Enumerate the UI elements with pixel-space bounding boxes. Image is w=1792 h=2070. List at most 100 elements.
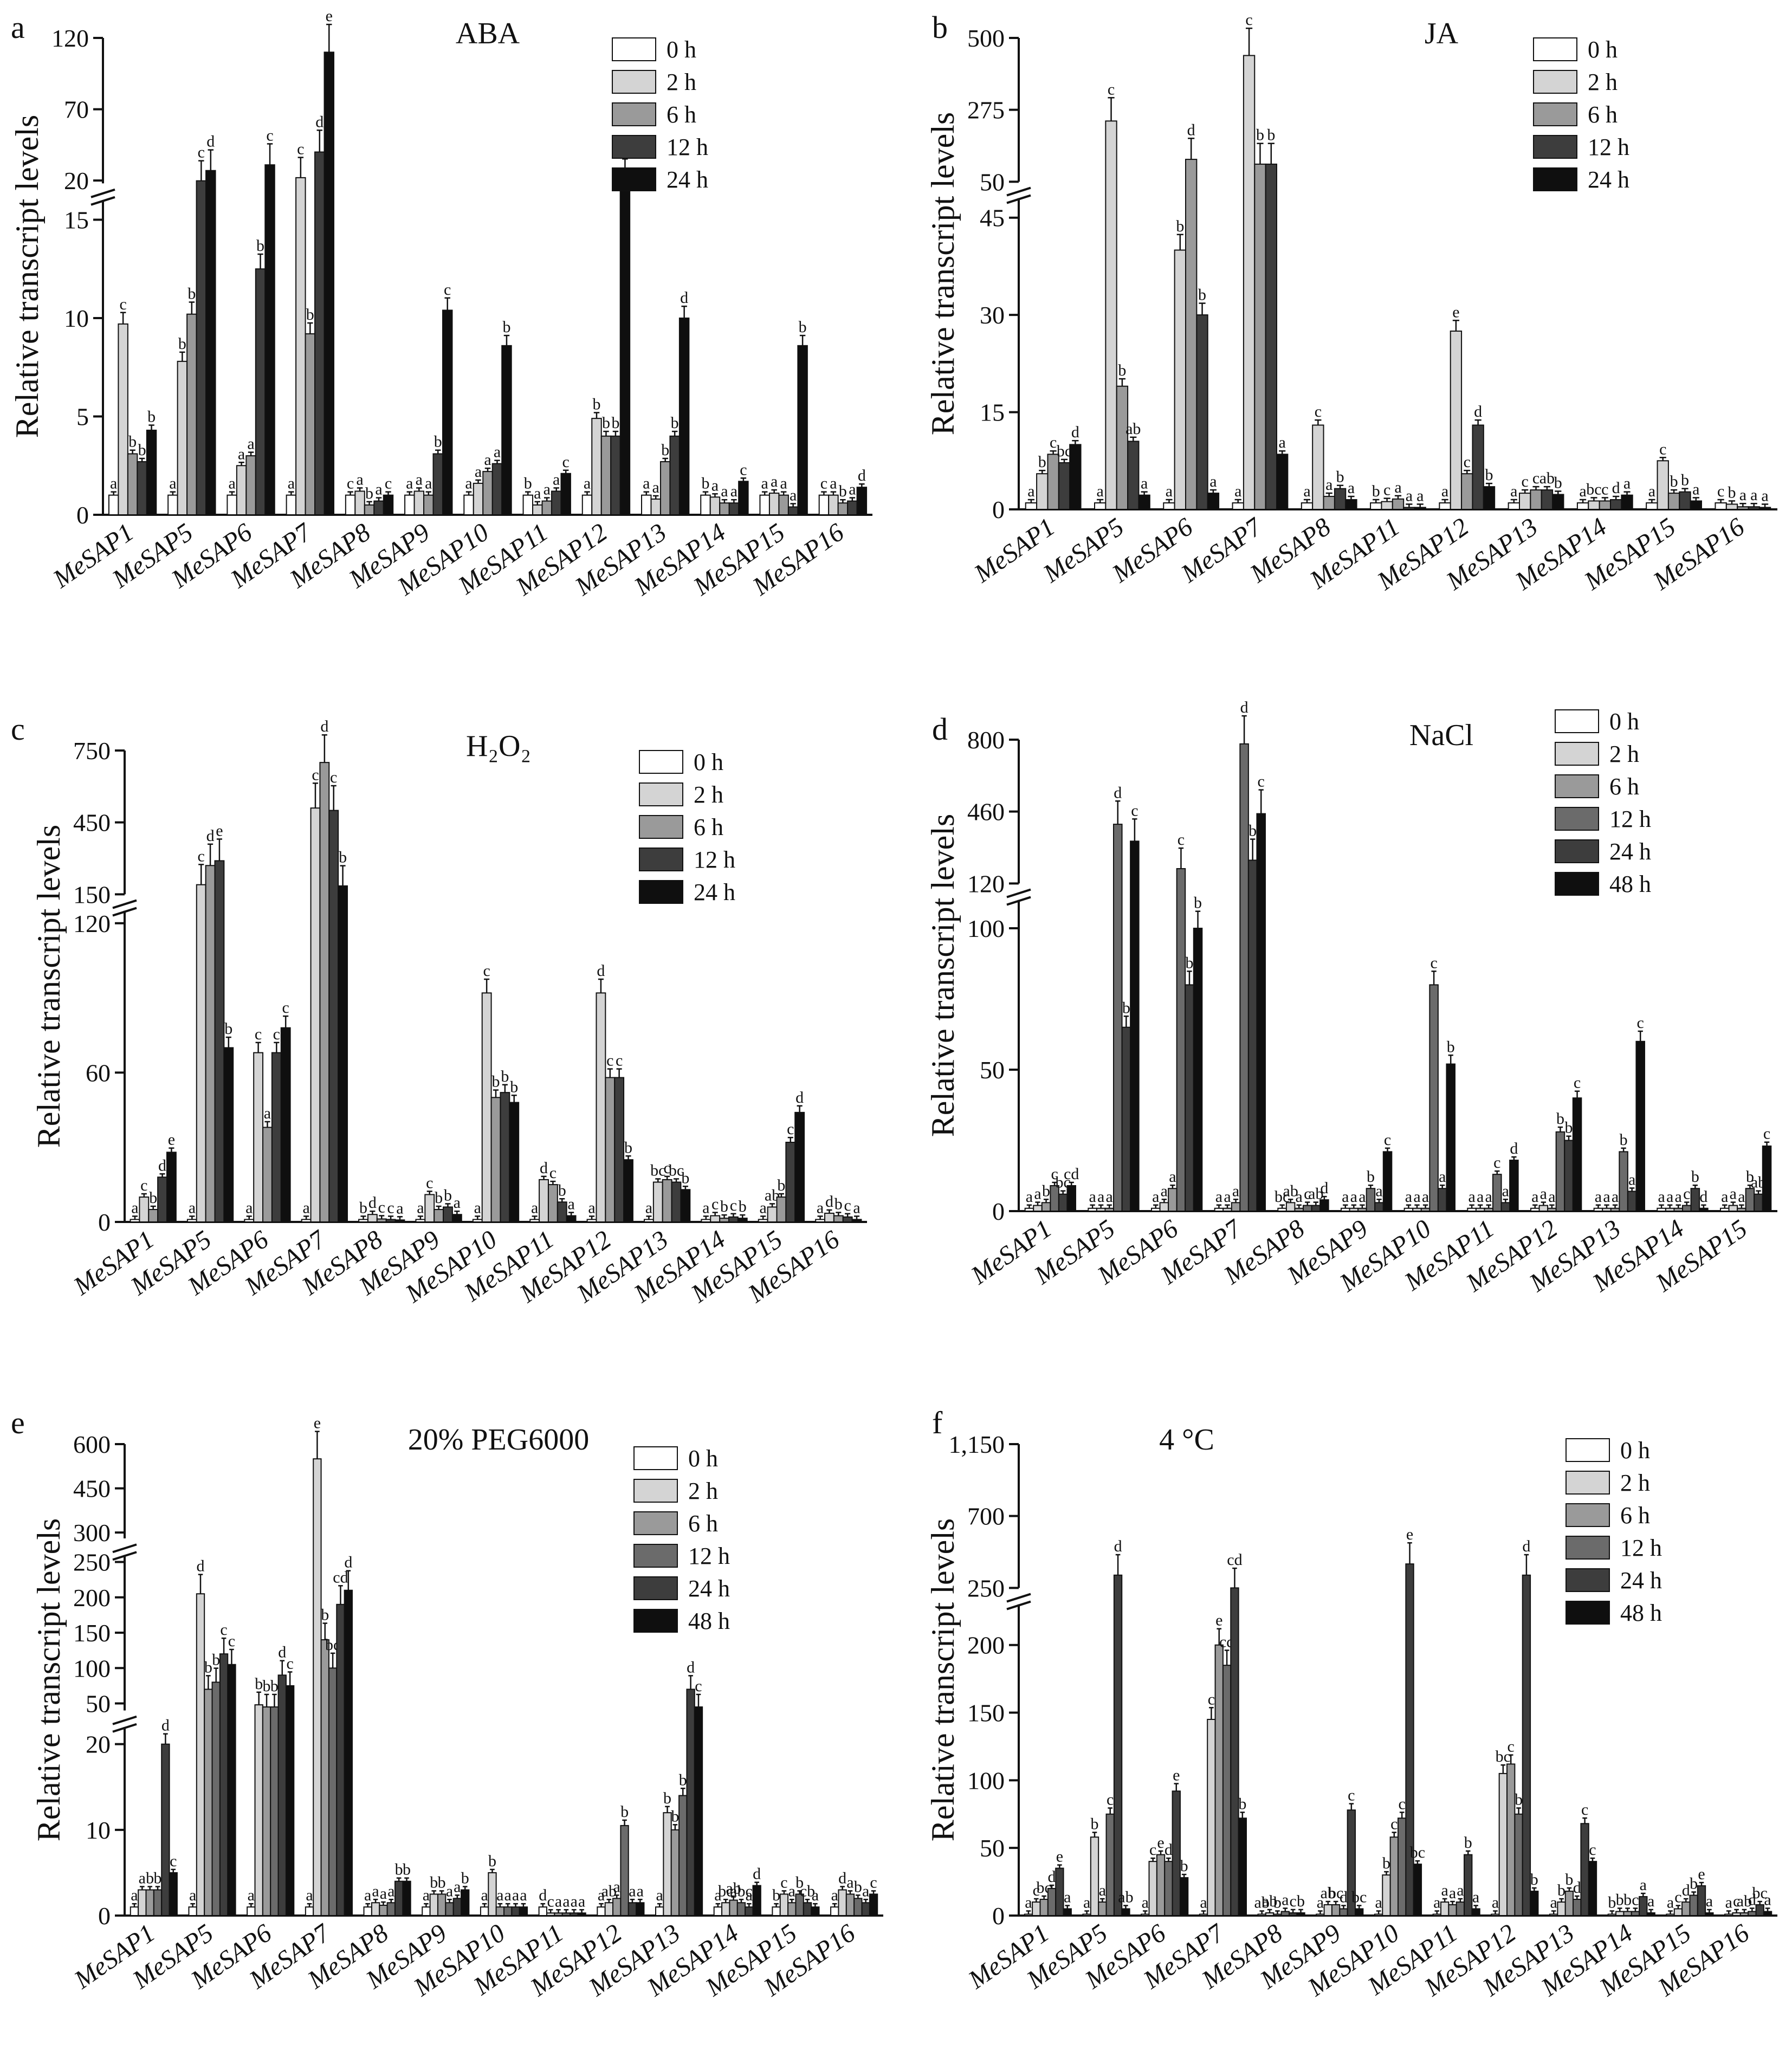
significance-letter: a <box>1215 1188 1222 1206</box>
significance-letter: c <box>1717 482 1724 500</box>
legend-swatch <box>633 1544 678 1568</box>
significance-letter: c <box>1107 1791 1114 1809</box>
bar <box>211 1681 221 1917</box>
significance-letter: c <box>730 1196 737 1214</box>
significance-letter: b <box>1746 1168 1754 1186</box>
significance-letter: a <box>1106 1188 1113 1206</box>
bar <box>1063 1908 1072 1916</box>
bar <box>437 1893 447 1917</box>
significance-letter: b <box>620 1803 629 1821</box>
significance-letter: b <box>799 318 807 336</box>
bar <box>1697 1885 1706 1916</box>
significance-letter: c <box>385 475 392 493</box>
legend-label: 0 h <box>1588 36 1618 63</box>
significance-letter: b <box>1367 1168 1375 1186</box>
significance-letter: a <box>862 1882 869 1900</box>
significance-letter: a <box>1405 1188 1412 1206</box>
chart-title: JA <box>1425 17 1459 50</box>
bar <box>1610 1207 1620 1212</box>
bar <box>547 1184 558 1222</box>
significance-letter: a <box>228 475 235 493</box>
bar <box>767 1206 778 1223</box>
bar <box>328 1667 338 1916</box>
bar <box>255 268 266 515</box>
bar <box>619 178 631 516</box>
legend-swatch <box>1555 839 1599 863</box>
significance-letter: b <box>777 1176 785 1194</box>
bar <box>1374 1202 1384 1212</box>
significance-letter: d <box>1748 1891 1756 1909</box>
bar <box>1163 502 1175 510</box>
significance-letter: bc <box>1496 1748 1511 1765</box>
significance-letter: c <box>1763 1125 1770 1143</box>
bar <box>1725 503 1738 510</box>
bar <box>169 1872 178 1917</box>
bar <box>1316 1913 1325 1916</box>
bar <box>842 1216 853 1222</box>
bar <box>1207 1719 1216 1917</box>
chart-panel-a: a ABA Relative transcript levels 0 5 10 15 20 70… <box>9 7 872 601</box>
chart-title: ABA <box>456 17 520 50</box>
significance-letter: b <box>435 1189 443 1207</box>
bar <box>1690 1188 1700 1212</box>
bar <box>130 1219 140 1223</box>
bar <box>1450 331 1463 510</box>
bar <box>1639 1896 1648 1916</box>
significance-letter: d <box>838 1870 846 1887</box>
bar <box>196 180 207 516</box>
bar <box>1104 1207 1115 1212</box>
y-tick-label: 120 <box>73 910 111 937</box>
bar <box>700 494 711 516</box>
bar <box>1381 501 1393 510</box>
significance-letter: a <box>1303 482 1310 500</box>
bar <box>1720 1207 1730 1212</box>
bar <box>728 1216 739 1222</box>
bar <box>1690 500 1703 510</box>
y-tick-label: 70 <box>64 96 89 124</box>
bar <box>1420 1207 1431 1212</box>
significance-letter: b <box>492 1073 500 1091</box>
significance-letter: c <box>1464 453 1471 471</box>
bar <box>1301 502 1314 510</box>
significance-letter: a <box>1161 1182 1168 1200</box>
y-tick-label: 150 <box>73 1619 111 1647</box>
bar <box>869 1893 878 1917</box>
legend-label: 0 h <box>694 749 723 775</box>
y-tick-label: 450 <box>73 809 111 837</box>
bar <box>1403 1207 1414 1212</box>
y-tick-label: 750 <box>73 737 111 765</box>
significance-letter: a <box>853 1199 860 1217</box>
significance-letter: a <box>1422 1188 1429 1206</box>
bar <box>1440 1901 1450 1916</box>
bar <box>1032 1901 1041 1916</box>
significance-letter: c <box>844 1196 851 1214</box>
bar <box>824 1212 834 1222</box>
bar <box>1294 1207 1304 1212</box>
bar <box>1243 55 1256 510</box>
bar <box>557 1201 567 1223</box>
significance-letter: c <box>444 281 451 299</box>
bar <box>1572 1097 1582 1212</box>
bar <box>404 494 415 516</box>
bar <box>367 1214 378 1223</box>
significance-letter: a <box>1531 1188 1538 1206</box>
legend-swatch <box>633 1479 678 1503</box>
significance-letter: a <box>643 475 650 493</box>
chart-panel-d: d NaCl Relative transcript levels 0 50 100 120… <box>925 698 1777 1298</box>
bar <box>847 500 858 516</box>
significance-letter: d <box>1682 1881 1690 1899</box>
bar <box>1222 1665 1232 1917</box>
axis-break-mark <box>112 1723 137 1733</box>
significance-letter: a <box>1725 1894 1732 1912</box>
significance-letter: b <box>1447 1038 1455 1056</box>
bar <box>1689 1894 1698 1917</box>
bar <box>581 494 593 516</box>
significance-letter: a <box>356 470 363 488</box>
bar <box>219 1653 229 1916</box>
bar <box>1130 840 1140 1212</box>
y-tick-label: 50 <box>86 1690 111 1718</box>
bar <box>851 1219 862 1223</box>
bar <box>305 1906 314 1917</box>
bar <box>1448 1904 1457 1917</box>
bar <box>561 1912 571 1917</box>
